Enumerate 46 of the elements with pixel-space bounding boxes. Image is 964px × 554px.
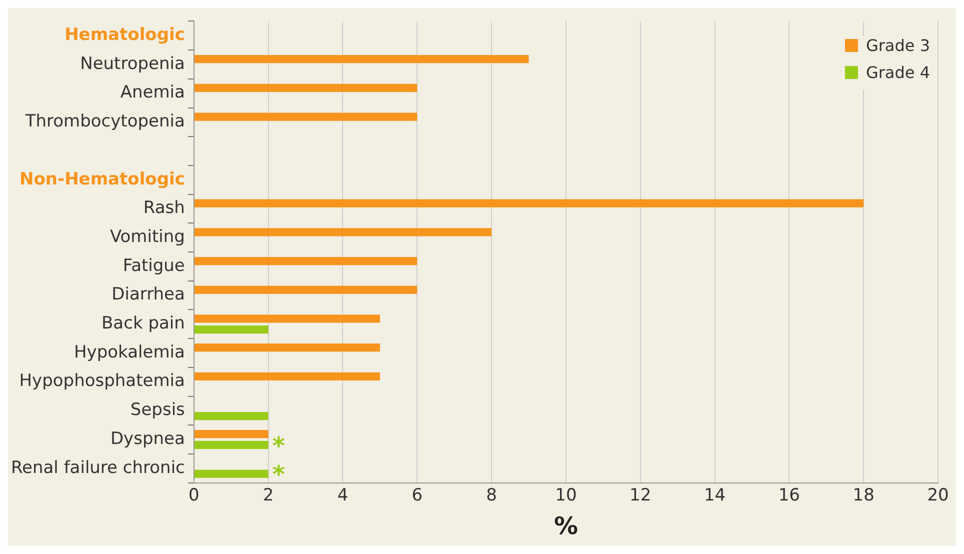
annotation: * <box>272 432 286 460</box>
bar <box>194 372 380 380</box>
x-tick-label: 8 <box>486 485 497 506</box>
bar <box>194 314 380 323</box>
y-tick-label: Hematologic <box>64 25 185 46</box>
y-tick-label: Fatigue <box>122 256 185 276</box>
x-tick-label: 20 <box>927 485 949 506</box>
bar <box>194 286 418 294</box>
y-tick-label: Back pain <box>102 314 185 334</box>
x-tick-label: 18 <box>852 485 874 506</box>
bar <box>194 344 380 352</box>
y-tick-label: Non-Hematologic <box>20 169 185 190</box>
y-tick-label: Neutropenia <box>80 54 185 74</box>
bar <box>194 430 268 438</box>
bar <box>194 325 268 334</box>
legend-label: Grade 4 <box>866 63 930 82</box>
x-tick-label: 6 <box>412 485 423 506</box>
y-tick-label: Hypokalemia <box>74 342 185 362</box>
bar <box>194 84 418 92</box>
bar <box>194 55 529 64</box>
y-tick-label: Hypophosphatemia <box>19 371 185 392</box>
x-tick-label: 4 <box>337 485 348 506</box>
y-tick-label: Rash <box>143 198 185 218</box>
y-tick-label: Sepsis <box>130 400 186 420</box>
bar <box>194 199 864 208</box>
y-tick-label: Vomiting <box>110 226 185 247</box>
legend-label: Grade 3 <box>866 36 930 55</box>
y-tick-label: Diarrhea <box>112 284 185 305</box>
x-tick-label: 14 <box>704 485 726 506</box>
x-tick-label: 12 <box>630 485 652 506</box>
x-tick-label: 0 <box>188 485 200 506</box>
bar <box>194 112 418 121</box>
bar <box>194 412 268 420</box>
y-tick-label: Anemia <box>120 82 185 103</box>
y-tick-label: Thrombocytopenia <box>24 112 185 132</box>
bar <box>194 440 268 449</box>
bar <box>194 470 268 478</box>
x-tick-label: 2 <box>262 485 274 506</box>
y-tick-label: Renal failure chronic <box>10 458 185 478</box>
x-tick-label: 10 <box>555 485 577 506</box>
x-tick-label: 16 <box>778 485 800 506</box>
annotation: * <box>272 460 286 489</box>
bar <box>194 256 418 266</box>
y-tick-label: Dyspnea <box>110 428 185 449</box>
bar <box>194 228 492 236</box>
x-axis-title: % <box>554 512 578 540</box>
